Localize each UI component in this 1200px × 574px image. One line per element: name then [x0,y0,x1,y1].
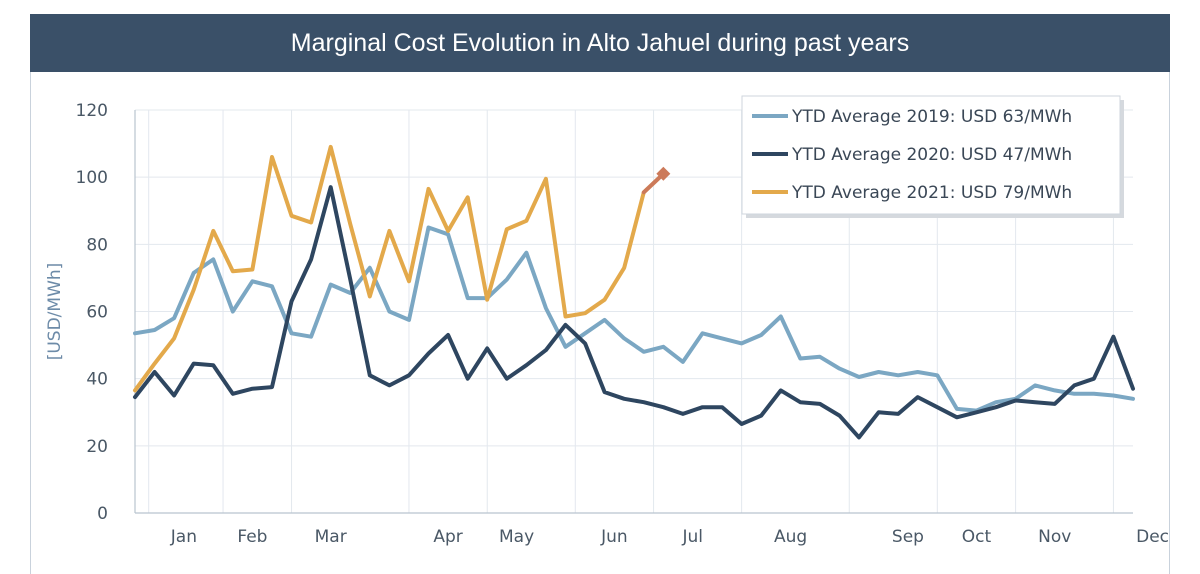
x-tick-label: Jan [170,527,197,547]
series-lines [133,144,1135,440]
chart-frame [30,14,1170,574]
y-tick-label: 20 [86,437,108,457]
x-tick-label: Jul [681,527,703,547]
x-tick-label: Feb [237,527,267,547]
highlight-marker [656,166,671,181]
x-tick-label: Mar [315,527,347,547]
chart-title: Marginal Cost Evolution in Alto Jahuel d… [30,14,1170,72]
x-tick-label: May [499,527,534,547]
x-tick-label: Sep [892,527,924,547]
line-chart: 0 20 40 60 80 100 120 Jan Feb Mar Apr May Jun Jul Aug S… [45,95,1169,547]
y-tick-label: 0 [97,504,108,524]
legend-box [741,95,1121,215]
axes: 0 20 40 60 80 100 120 Jan Feb Mar Apr May Jun Jul Aug S… [76,101,1169,547]
series-line-1 [133,225,1135,413]
x-tick-label: Oct [962,527,992,547]
x-tick-label: Dec [1136,527,1169,547]
series-line-2 [133,185,1135,440]
x-tick-label: Nov [1038,527,1071,547]
y-tick-label: 100 [76,168,108,188]
series-line-3 [133,144,666,393]
x-tick-label: Apr [433,527,462,547]
legend-label: YTD Average 2019: USD 63/MWh [791,107,1072,127]
y-tick-label: 80 [86,235,108,255]
x-tick-label: Jun [600,527,628,547]
y-tick-label: 120 [76,101,108,121]
x-tick-label: Aug [774,527,807,547]
y-tick-label: 40 [86,370,108,390]
legend: YTD Average 2019: USD 63/MWh YTD Average … [741,95,1124,218]
y-axis-label: [USD/MWh] [45,263,65,361]
legend-label: YTD Average 2021: USD 79/MWh [791,183,1072,203]
y-tick-label: 60 [86,303,108,323]
legend-label: YTD Average 2020: USD 47/MWh [791,145,1072,165]
